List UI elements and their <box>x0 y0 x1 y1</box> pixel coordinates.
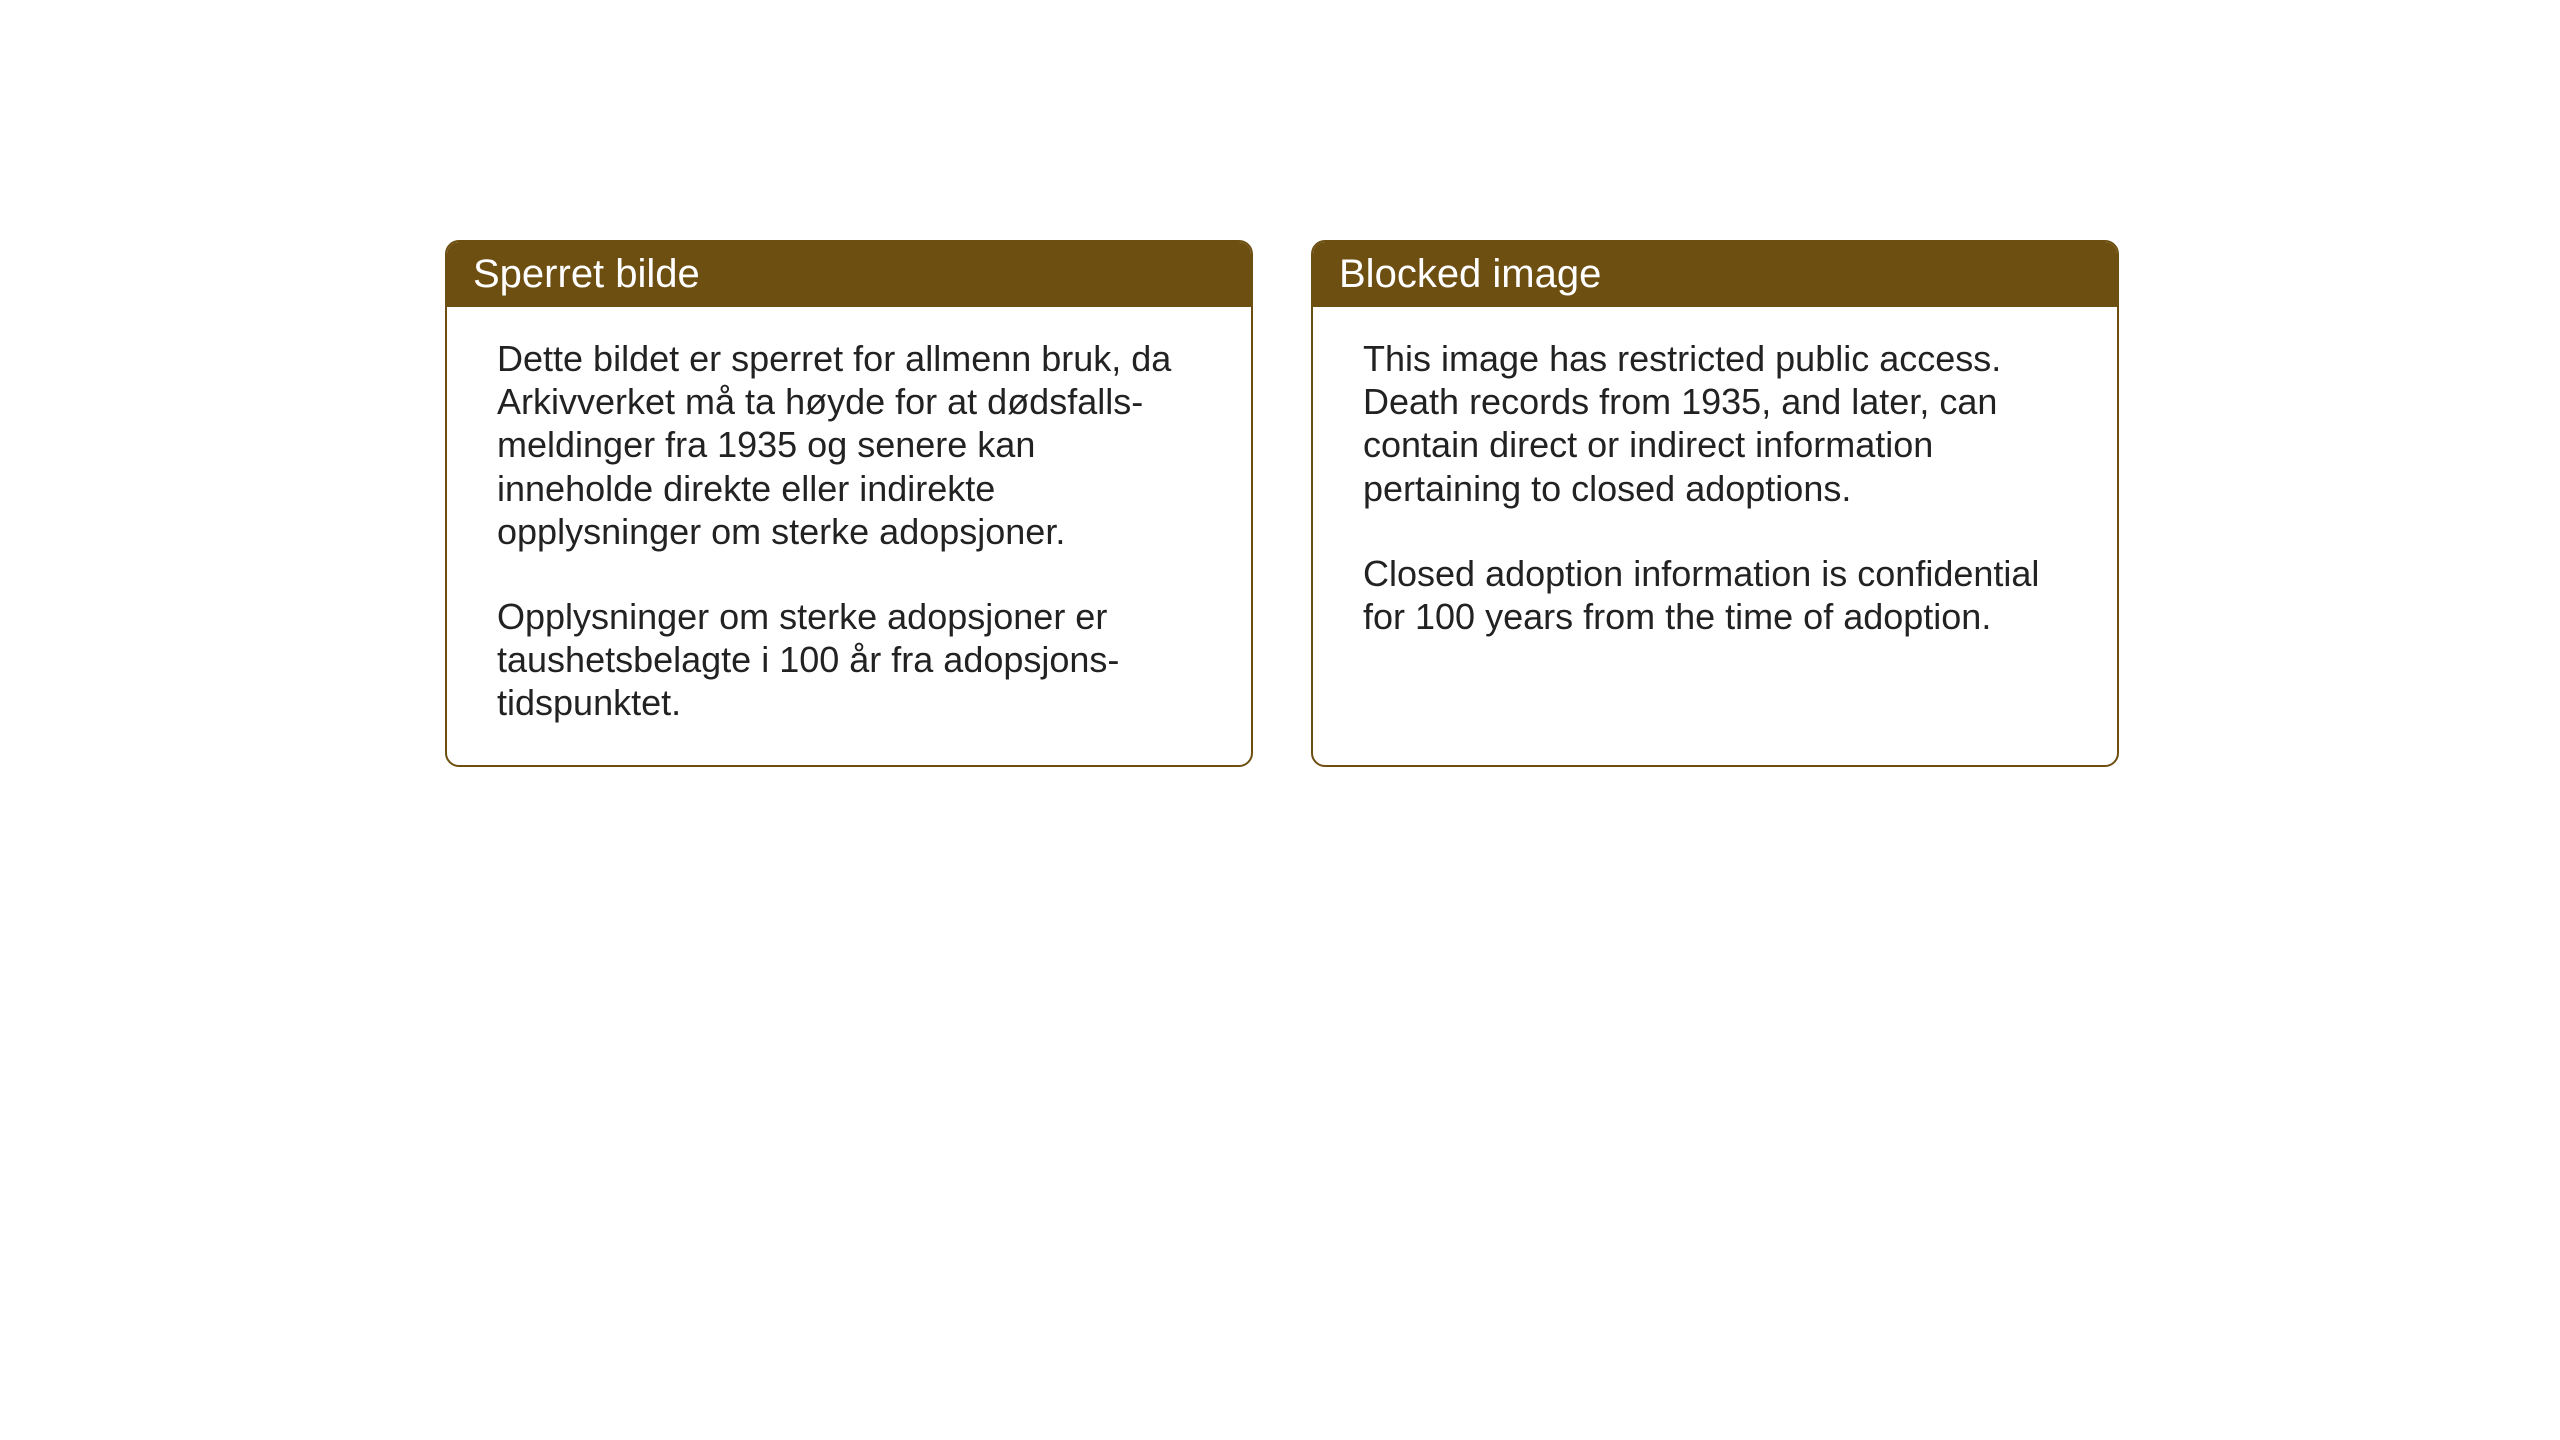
english-paragraph-1: This image has restricted public access.… <box>1363 337 2067 510</box>
norwegian-paragraph-1: Dette bildet er sperret for allmenn bruk… <box>497 337 1201 553</box>
notice-container: Sperret bilde Dette bildet er sperret fo… <box>445 240 2119 767</box>
english-notice-card: Blocked image This image has restricted … <box>1311 240 2119 767</box>
english-card-title: Blocked image <box>1313 242 2117 307</box>
norwegian-card-title: Sperret bilde <box>447 242 1251 307</box>
english-paragraph-2: Closed adoption information is confident… <box>1363 552 2067 638</box>
norwegian-paragraph-2: Opplysninger om sterke adopsjoner er tau… <box>497 595 1201 725</box>
english-card-body: This image has restricted public access.… <box>1313 307 2117 747</box>
norwegian-card-body: Dette bildet er sperret for allmenn bruk… <box>447 307 1251 765</box>
norwegian-notice-card: Sperret bilde Dette bildet er sperret fo… <box>445 240 1253 767</box>
